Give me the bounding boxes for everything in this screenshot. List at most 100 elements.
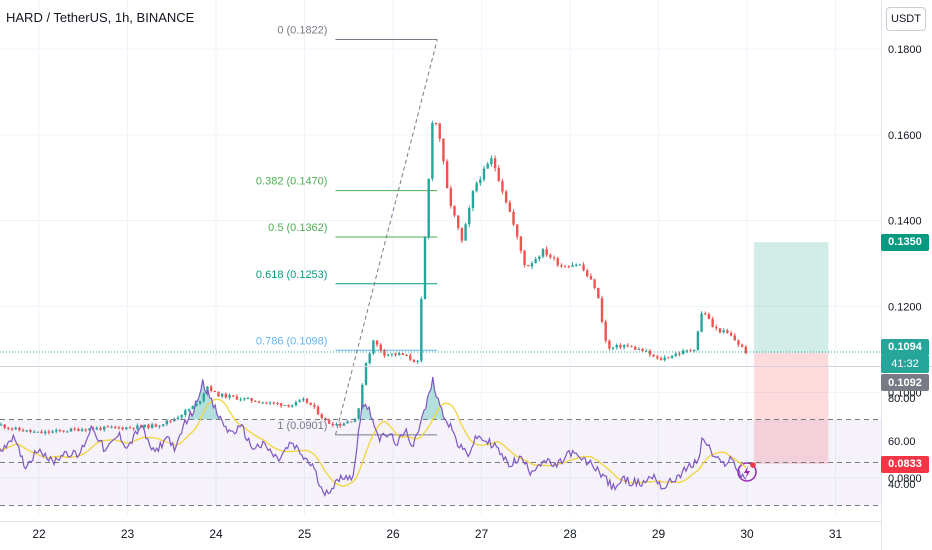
candle-body: [622, 345, 626, 348]
candle-body: [110, 426, 113, 428]
candle-body: [187, 408, 191, 411]
candle-body: [456, 215, 460, 228]
candle-body: [235, 396, 239, 400]
candle-body: [136, 425, 139, 429]
candle-body: [158, 425, 161, 427]
candle-body: [560, 265, 563, 267]
stop-price-tag: 0.0833: [881, 455, 929, 473]
candle-body: [397, 353, 401, 355]
alert-lightning-icon[interactable]: [737, 462, 757, 482]
candle-body: [298, 400, 301, 402]
candle-body: [667, 357, 670, 359]
candle-body: [220, 393, 224, 397]
time-axis-label: 22: [32, 527, 46, 541]
candle-body: [659, 358, 663, 361]
candle-body: [504, 191, 508, 203]
time-axis-label: 31: [829, 527, 843, 541]
candle-body: [707, 314, 711, 319]
candle-body: [180, 414, 183, 418]
fib-trend-line: [334, 39, 438, 435]
candle-body: [715, 326, 718, 329]
candle-body: [55, 430, 58, 432]
candle-body: [309, 402, 312, 405]
candle-body: [88, 428, 91, 431]
time-axis-label: 25: [298, 527, 312, 541]
candle-body: [549, 254, 552, 258]
candle-body: [692, 349, 696, 351]
candle-body: [678, 353, 681, 355]
candle-body: [154, 424, 158, 427]
alert-dot: [750, 462, 756, 468]
candle-body: [217, 391, 220, 397]
candle-body: [77, 428, 80, 431]
price-axis-label: 0.1600: [888, 130, 922, 142]
candle-body: [630, 346, 633, 348]
candle-body: [261, 402, 264, 404]
time-axis-label: 29: [652, 527, 666, 541]
candle-body: [3, 424, 6, 428]
candle-body: [18, 427, 21, 431]
candle-body: [316, 406, 320, 415]
candle-body: [663, 357, 666, 361]
candle-body: [338, 423, 342, 426]
candle-body: [7, 427, 10, 429]
candle-body: [619, 344, 622, 348]
candle-body: [224, 393, 228, 398]
candle-body: [43, 431, 47, 434]
fib-level-label: 0 (0.1822): [277, 25, 327, 37]
candle-body: [246, 398, 250, 400]
target-price-tag: 0.1350: [881, 233, 929, 251]
candle-body: [36, 431, 40, 433]
candle-body: [656, 356, 659, 359]
candle-body: [704, 313, 707, 315]
candle-body: [250, 398, 253, 401]
candle-body: [482, 168, 486, 180]
candle-body: [372, 340, 375, 354]
candle-body: [84, 429, 87, 431]
candle-body: [394, 353, 397, 355]
candle-body: [313, 404, 316, 407]
candle-body: [350, 421, 353, 423]
price-axis-label: 0.1400: [888, 216, 922, 228]
rsi-line: [0, 376, 747, 497]
price-axis-label: 0.0800: [888, 473, 922, 485]
candle-body: [331, 423, 335, 426]
fibonacci-retracement[interactable]: 0 (0.1822) 0.382 (0.1470) 0.5 (0.1362) 0.61…: [256, 25, 438, 436]
candle-body: [490, 158, 493, 165]
candle-body: [586, 270, 589, 277]
candle-body: [556, 258, 559, 266]
long-position-tool[interactable]: [737, 242, 829, 482]
candle-body: [733, 335, 736, 341]
profit-zone: [754, 242, 829, 353]
currency-button[interactable]: USDT: [886, 7, 926, 31]
last-price-tag: 0.1094: [881, 338, 929, 356]
candle-body: [401, 353, 405, 355]
candle-body: [357, 408, 360, 419]
candle-body: [471, 191, 475, 208]
rsi-indicator: [0, 376, 881, 506]
candle-body: [453, 205, 456, 216]
candle-body: [320, 414, 323, 419]
time-axis-label: 28: [563, 527, 577, 541]
time-axis-label: 24: [209, 527, 223, 541]
candle-body: [114, 426, 117, 428]
candle-body: [102, 426, 106, 430]
candle-body: [475, 183, 478, 192]
candle-body: [674, 353, 677, 356]
candle-body: [460, 227, 464, 241]
candle-body: [567, 266, 571, 268]
candle-body: [434, 122, 438, 124]
candle-body: [342, 423, 346, 426]
symbol-title[interactable]: HARD / TetherUS, 1h, BINANCE: [6, 10, 195, 25]
candle-body: [213, 390, 217, 392]
candle-body: [346, 421, 349, 424]
candle-body: [685, 350, 689, 352]
candle-body: [718, 328, 722, 333]
candle-body: [637, 349, 641, 351]
fib-level-label: 0.786 (0.1098): [256, 335, 328, 347]
candle-body: [209, 386, 213, 391]
candle-body: [165, 420, 169, 425]
candle-body: [527, 265, 530, 267]
candle-body: [633, 346, 637, 350]
